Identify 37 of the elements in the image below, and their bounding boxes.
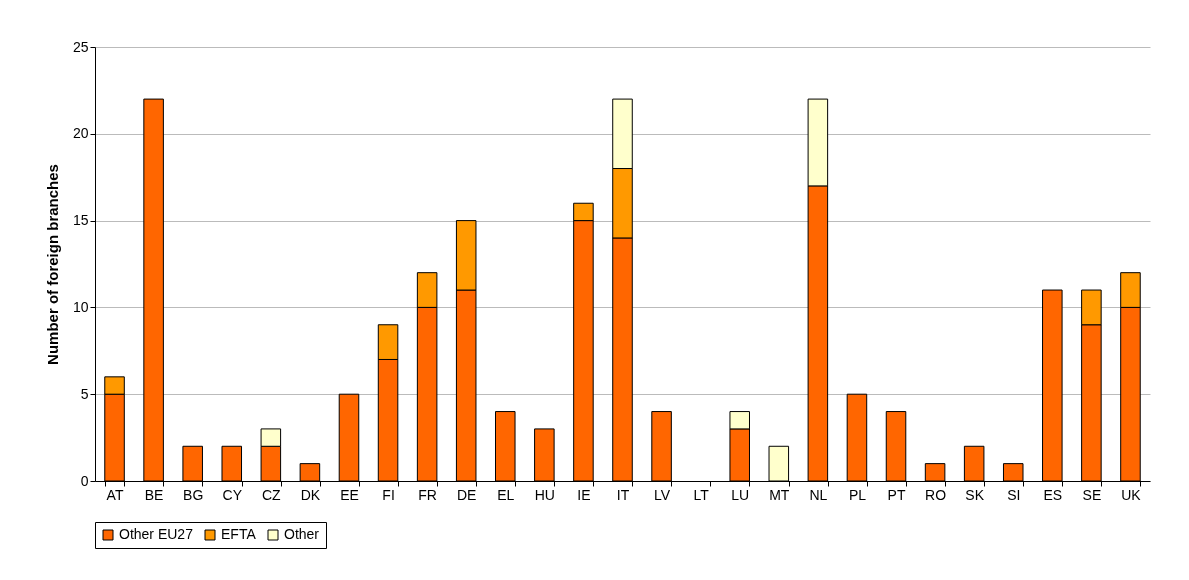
x-tick-label: CY xyxy=(222,486,243,503)
x-tick-label: BG xyxy=(183,486,204,503)
x-tick-label: PT xyxy=(887,486,906,503)
x-tick-label: EE xyxy=(340,486,359,503)
y-tick-label: 15 xyxy=(72,212,89,229)
x-tick-label: IT xyxy=(616,486,630,503)
x-tick-label: SI xyxy=(1007,486,1021,503)
y-axis-title: Number of foreign branches xyxy=(43,164,61,365)
x-tick-label: FR xyxy=(418,486,437,503)
x-tick-label: MT xyxy=(769,486,790,503)
x-tick-label: IE xyxy=(577,486,591,503)
legend-label: Other xyxy=(284,526,320,542)
x-tick-label: SE xyxy=(1082,486,1102,503)
x-tick-label: CZ xyxy=(262,486,282,503)
y-tick-label: 0 xyxy=(80,472,89,489)
legend-label: EFTA xyxy=(221,526,257,542)
y-tick-label: 5 xyxy=(80,385,89,402)
x-tick-label: RO xyxy=(925,486,947,503)
x-tick-label: DK xyxy=(300,486,321,503)
x-tick-label: FI xyxy=(382,486,395,503)
x-tick-label: NL xyxy=(809,486,828,503)
x-tick-label: PL xyxy=(848,486,867,503)
x-tick-label: ES xyxy=(1043,486,1063,503)
x-tick-label: SK xyxy=(965,486,985,503)
y-tick-label: 20 xyxy=(72,125,89,142)
y-tick-label: 10 xyxy=(72,298,89,315)
x-tick-label: DE xyxy=(456,486,477,503)
x-tick-label: LV xyxy=(654,486,671,503)
x-tick-label: LT xyxy=(693,486,710,503)
x-tick-label: UK xyxy=(1121,486,1142,503)
legend-label: Other EU27 xyxy=(119,526,194,542)
x-tick-label: AT xyxy=(106,486,124,503)
x-tick-label: LU xyxy=(731,486,750,503)
x-tick-label: BE xyxy=(144,486,164,503)
y-tick-label: 25 xyxy=(72,38,89,55)
x-tick-label: HU xyxy=(534,486,555,503)
x-tick-label: EL xyxy=(497,486,515,503)
